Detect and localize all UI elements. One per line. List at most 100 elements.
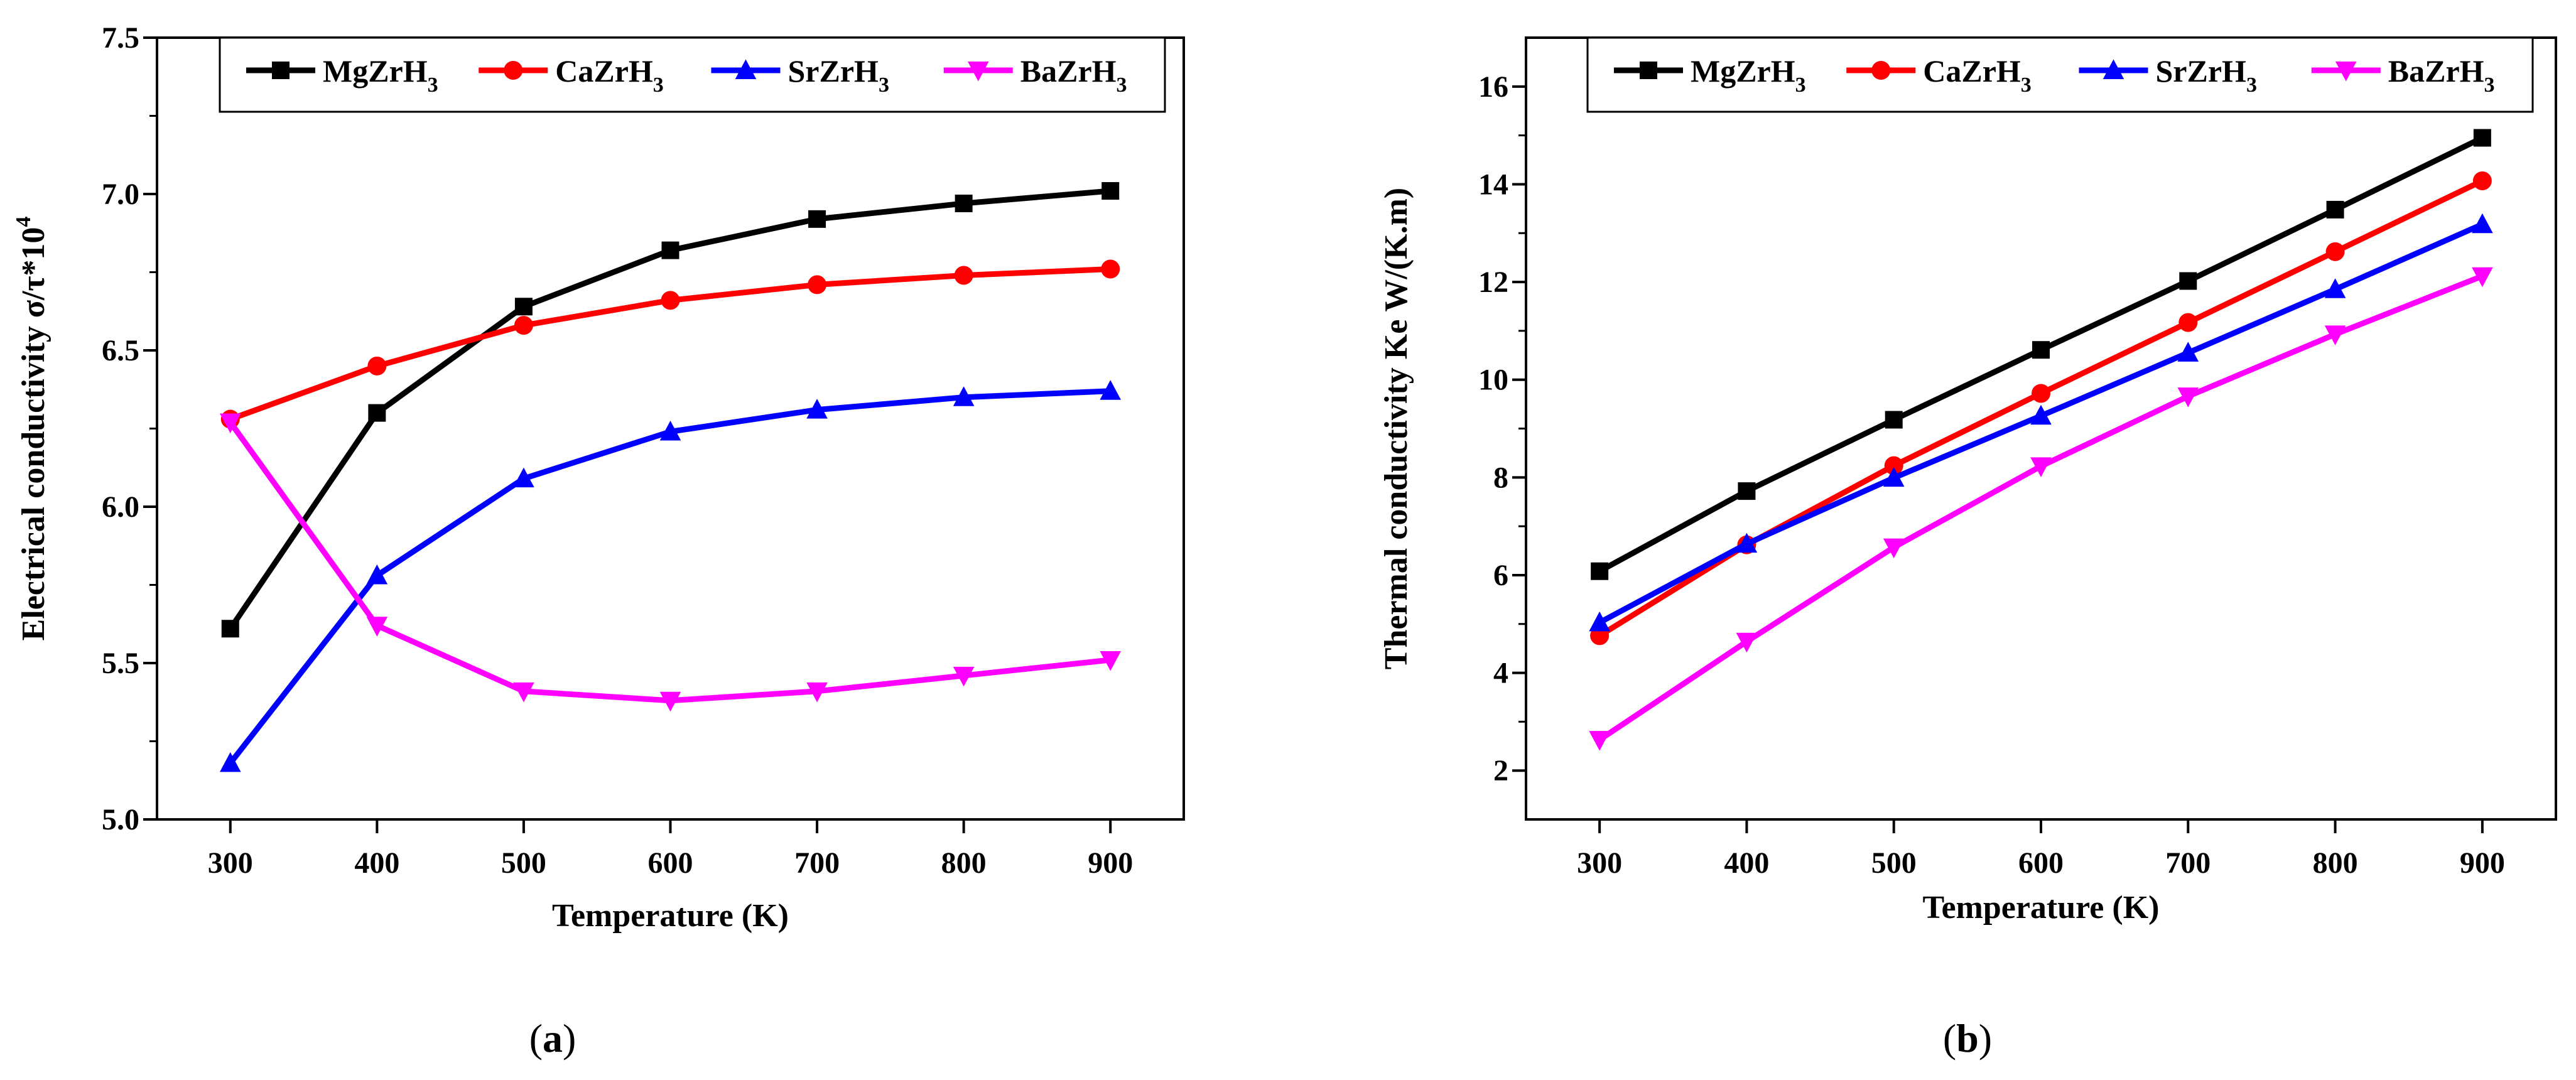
- y-tick-label: 2: [1493, 754, 1508, 787]
- series-srzrh3: [219, 380, 1122, 772]
- data-point: [1100, 380, 1122, 400]
- data-point: [219, 752, 241, 772]
- y-axis-label: Thermal conductivity Ke W/(K.m): [1378, 188, 1414, 669]
- data-point: [2473, 129, 2491, 147]
- data-point: [1101, 182, 1120, 200]
- data-point: [1736, 532, 1758, 553]
- data-point: [2032, 341, 2050, 359]
- data-point: [219, 413, 241, 434]
- data-point: [514, 298, 533, 316]
- x-tick-label: 500: [1871, 846, 1917, 880]
- data-point: [2472, 213, 2493, 234]
- legend-label-subscript: 3: [1117, 73, 1127, 97]
- data-point: [659, 691, 681, 712]
- data-point: [2472, 171, 2492, 190]
- data-point: [1100, 651, 1122, 671]
- legend-label-subscript: 3: [2246, 73, 2257, 97]
- x-tick-label: 700: [2165, 846, 2211, 880]
- legend-marker: [967, 62, 989, 82]
- y-tick-label: 14: [1478, 168, 1508, 201]
- x-tick-label: 700: [794, 846, 840, 880]
- x-axis-label: Temperature (K): [552, 898, 789, 934]
- legend-marker: [1640, 62, 1657, 79]
- y-tick-label: 6.5: [102, 334, 139, 367]
- legend: MgZrH3 CaZrH3 SrZrH3 BaZrH3: [1586, 36, 2534, 113]
- data-point: [953, 386, 975, 406]
- data-point: [221, 620, 239, 638]
- data-point: [955, 194, 973, 212]
- series-bazrh3: [1589, 267, 2493, 751]
- data-point: [808, 210, 826, 228]
- data-point: [1884, 456, 1903, 475]
- data-point: [1883, 538, 1905, 559]
- data-point: [806, 682, 828, 703]
- data-point: [2326, 200, 2344, 219]
- y-tick-label: 5.0: [102, 803, 139, 836]
- plot-frame: [1525, 36, 2557, 821]
- data-point: [1101, 259, 1120, 279]
- x-tick-label: 400: [1724, 846, 1769, 880]
- panel-caption: (b): [1943, 1016, 1992, 1061]
- x-tick-label: 300: [1577, 846, 1622, 880]
- y-tick-label: 6: [1493, 559, 1508, 592]
- data-point: [2030, 457, 2052, 477]
- series-srzrh3: [1589, 213, 2493, 632]
- x-axis-label: Temperature (K): [1923, 890, 2160, 926]
- data-point: [661, 241, 679, 259]
- data-point: [514, 316, 533, 335]
- x-tick-label: 900: [2460, 846, 2505, 880]
- data-point: [2324, 325, 2346, 345]
- series-mgzrh3: [1591, 129, 2491, 580]
- data-point: [367, 356, 387, 375]
- x-tick-label: 600: [648, 846, 693, 880]
- x-tick-label: 600: [2018, 846, 2064, 880]
- legend: MgZrH3 CaZrH3 SrZrH3 BaZrH3: [219, 36, 1166, 113]
- data-point: [2472, 267, 2493, 288]
- legend-label-subscript: 3: [2484, 73, 2495, 97]
- data-point: [2177, 342, 2199, 362]
- x-tick-label: 300: [208, 846, 253, 880]
- legend-marker: [2335, 62, 2357, 82]
- legend-label-subscript: 3: [1795, 73, 1806, 97]
- data-point: [1885, 411, 1903, 429]
- series-mgzrh3: [221, 182, 1120, 638]
- x-tick-label: 800: [941, 846, 987, 880]
- panel-letter: b: [1956, 1016, 1979, 1061]
- data-point: [1589, 611, 1610, 632]
- data-point: [1591, 562, 1609, 580]
- y-tick-label: 16: [1478, 70, 1508, 104]
- x-tick-label: 500: [501, 846, 546, 880]
- legend-label-subscript: 3: [428, 73, 438, 97]
- y-axis-label-superscript: 4: [12, 217, 35, 227]
- series-bazrh3: [219, 413, 1122, 712]
- data-point: [1738, 482, 1756, 500]
- y-tick-label: 7.0: [102, 178, 139, 211]
- data-point: [2324, 278, 2346, 298]
- data-point: [1589, 731, 1610, 751]
- panel-letter: a: [543, 1016, 563, 1061]
- legend-box: [1586, 36, 2534, 113]
- data-point: [513, 467, 534, 488]
- data-point: [366, 617, 388, 637]
- series-line: [228, 420, 1111, 704]
- legend-marker: [2102, 59, 2124, 79]
- data-point: [661, 291, 680, 310]
- data-point: [954, 266, 973, 285]
- y-tick-label: 6.0: [102, 490, 139, 524]
- chart-a: 300 400 500 600 700 800 900 5.0 5.5 6.0 6.5 7.0 7.5 T…: [12, 21, 1185, 1061]
- data-point: [2032, 384, 2050, 403]
- data-point: [953, 666, 975, 687]
- data-point: [2325, 242, 2345, 261]
- legend-marker: [272, 62, 290, 79]
- data-point: [1883, 467, 1905, 487]
- y-tick-label: 7.5: [102, 21, 139, 55]
- y-tick-label: 5.5: [102, 647, 139, 680]
- y-tick-label: 10: [1478, 364, 1508, 397]
- data-point: [2030, 404, 2052, 425]
- legend-label-subscript: 3: [879, 73, 889, 97]
- legend-marker: [1871, 61, 1891, 80]
- data-point: [2179, 272, 2197, 290]
- data-point: [366, 564, 388, 585]
- series-cazrh3: [220, 259, 1120, 429]
- chart-b: 300 400 500 600 700 800 900 2 4 6 8 10 12 14 16 Tempera…: [1378, 36, 2557, 1061]
